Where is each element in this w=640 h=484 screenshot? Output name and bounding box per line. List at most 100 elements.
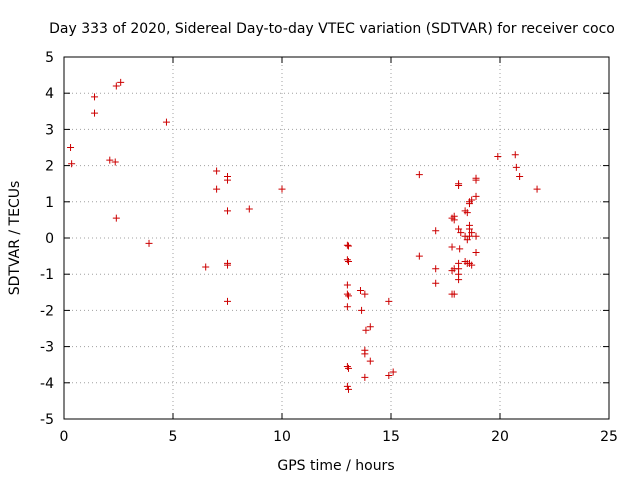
data-point	[343, 256, 351, 264]
y-tick-label: 3	[45, 122, 54, 138]
data-point	[356, 286, 364, 294]
data-point	[361, 373, 369, 381]
data-point	[224, 261, 231, 269]
data-point	[91, 109, 99, 117]
data-point	[361, 290, 369, 298]
data-point	[455, 182, 463, 190]
data-point	[472, 176, 480, 184]
data-point	[450, 216, 458, 224]
data-point	[91, 93, 99, 101]
y-tick-label: 1	[45, 195, 54, 211]
data-point	[385, 297, 393, 305]
data-point	[112, 82, 120, 90]
data-point	[343, 281, 351, 289]
data-point	[202, 263, 210, 271]
x-tick-label: 20	[491, 429, 509, 445]
data-point	[111, 158, 119, 166]
data-point	[106, 156, 114, 164]
y-tick-label: -1	[40, 267, 54, 283]
x-tick-label: 0	[60, 429, 69, 445]
data-point	[468, 229, 476, 237]
data-point	[366, 357, 374, 365]
data-point	[463, 236, 471, 244]
data-point	[362, 326, 370, 334]
data-point	[463, 209, 471, 217]
data-point	[343, 241, 351, 249]
data-point	[472, 192, 480, 200]
data-point	[361, 350, 369, 358]
axis-ticks: 0 5 10 15 20 25 -5 -4 -3 -2 -1 0 1 2 3 4 5	[40, 50, 618, 445]
plot-frame	[63, 56, 610, 420]
data-point	[511, 151, 519, 159]
data-point	[112, 214, 120, 222]
data-point	[344, 292, 352, 300]
data-point	[343, 382, 351, 390]
data-point	[512, 163, 520, 171]
data-point	[448, 243, 456, 251]
data-point	[468, 261, 476, 269]
data-point	[344, 385, 352, 393]
data-point	[145, 239, 153, 247]
data-point	[465, 200, 473, 208]
data-point	[68, 160, 76, 168]
data-point	[455, 225, 463, 233]
data-point	[213, 167, 221, 175]
data-point	[224, 207, 231, 215]
y-tick-label: -4	[40, 376, 54, 392]
data-point	[457, 229, 465, 237]
data-point	[117, 78, 125, 86]
y-tick-label: 4	[45, 86, 54, 102]
data-point	[432, 265, 440, 273]
y-tick-label: 0	[45, 231, 54, 247]
data-point	[385, 372, 393, 380]
data-points	[67, 78, 541, 393]
data-point	[344, 258, 352, 266]
data-point	[344, 242, 352, 250]
data-point	[213, 185, 221, 193]
data-point	[432, 279, 440, 287]
data-point	[456, 245, 464, 253]
data-point	[494, 153, 502, 161]
data-point	[533, 185, 541, 193]
data-point	[415, 252, 423, 260]
data-point	[472, 232, 480, 240]
data-point	[224, 297, 231, 305]
data-point	[358, 306, 366, 314]
y-tick-label: 2	[45, 159, 54, 175]
data-point	[278, 185, 286, 193]
y-axis-label: SDTVAR / TECUs	[7, 181, 23, 296]
data-point	[343, 290, 351, 298]
chart-title: Day 333 of 2020, Sidereal Day-to-day VTE…	[49, 21, 615, 37]
data-point	[67, 144, 75, 151]
data-point	[455, 276, 463, 284]
y-tick-label: -5	[40, 412, 54, 428]
x-axis-label: GPS time / hours	[277, 458, 394, 474]
data-point	[343, 363, 351, 371]
y-tick-label: 5	[45, 50, 54, 66]
x-tick-label: 15	[382, 429, 400, 445]
grid	[64, 57, 609, 419]
data-point	[516, 172, 524, 180]
data-point	[224, 176, 231, 184]
data-point	[366, 323, 374, 331]
x-tick-label: 5	[169, 429, 178, 445]
data-point	[465, 232, 473, 240]
y-tick-label: -3	[40, 340, 54, 356]
data-point	[450, 290, 458, 298]
x-tick-label: 25	[600, 429, 618, 445]
data-point	[432, 227, 440, 235]
data-point	[245, 205, 253, 213]
data-point	[465, 225, 473, 233]
data-point	[343, 303, 351, 311]
data-point	[389, 368, 397, 376]
data-point	[448, 267, 456, 275]
y-tick-label: -2	[40, 303, 54, 319]
x-tick-label: 10	[273, 429, 291, 445]
data-point	[162, 118, 170, 126]
data-point	[415, 171, 423, 179]
data-point	[344, 364, 352, 372]
data-point	[468, 196, 476, 204]
data-point	[472, 248, 480, 256]
